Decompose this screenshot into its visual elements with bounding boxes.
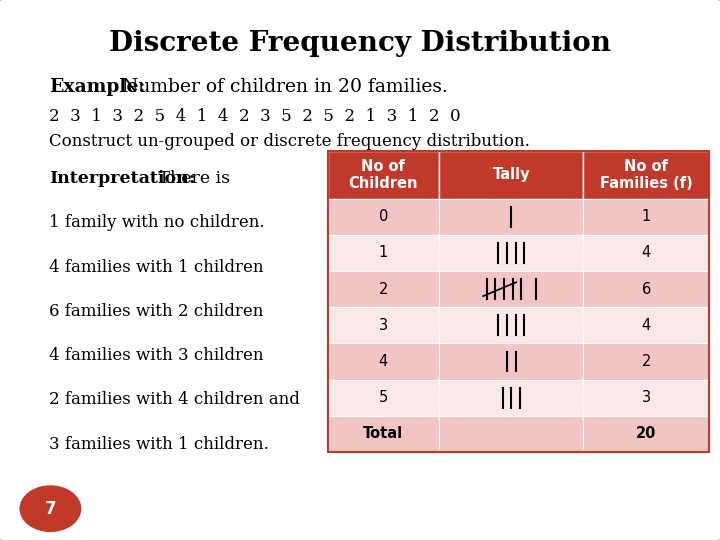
Bar xyxy=(439,271,583,307)
Text: No of
Children: No of Children xyxy=(348,159,418,191)
Text: Discrete Frequency Distribution: Discrete Frequency Distribution xyxy=(109,30,611,57)
Bar xyxy=(439,151,583,199)
Bar xyxy=(328,199,439,235)
Text: 4: 4 xyxy=(642,246,651,260)
Bar xyxy=(328,151,439,199)
Text: Tally: Tally xyxy=(492,167,530,183)
Bar xyxy=(328,416,439,452)
Text: 2: 2 xyxy=(379,282,388,296)
Bar xyxy=(583,151,709,199)
Bar xyxy=(583,343,709,380)
Text: 4 families with 3 children: 4 families with 3 children xyxy=(49,347,264,364)
Bar xyxy=(439,235,583,271)
Text: 4: 4 xyxy=(379,354,388,369)
Bar xyxy=(439,416,583,452)
Bar xyxy=(328,235,439,271)
Text: 4: 4 xyxy=(642,318,651,333)
Text: 6: 6 xyxy=(642,282,651,296)
Text: No of
Families (f): No of Families (f) xyxy=(600,159,693,191)
Bar xyxy=(583,235,709,271)
Text: 2  3  1  3  2  5  4  1  4  2  3  5  2  5  2  1  3  1  2  0: 2 3 1 3 2 5 4 1 4 2 3 5 2 5 2 1 3 1 2 0 xyxy=(49,108,461,125)
Text: 20: 20 xyxy=(636,427,657,441)
Bar xyxy=(439,199,583,235)
Bar xyxy=(583,307,709,343)
Bar xyxy=(328,307,439,343)
Bar xyxy=(583,271,709,307)
Bar xyxy=(439,380,583,416)
Text: 5: 5 xyxy=(379,390,388,405)
Bar xyxy=(439,307,583,343)
Text: 3: 3 xyxy=(642,390,651,405)
Text: 1 family with no children.: 1 family with no children. xyxy=(49,214,264,231)
Text: 1: 1 xyxy=(379,246,388,260)
Text: Total: Total xyxy=(364,427,403,441)
Circle shape xyxy=(20,486,81,531)
Bar xyxy=(439,343,583,380)
Text: 1: 1 xyxy=(642,210,651,224)
Text: 4 families with 1 children: 4 families with 1 children xyxy=(49,259,264,275)
Text: 3 families with 1 children.: 3 families with 1 children. xyxy=(49,436,269,453)
Text: Construct un-grouped or discrete frequency distribution.: Construct un-grouped or discrete frequen… xyxy=(49,133,530,150)
Text: Interpretation:: Interpretation: xyxy=(49,170,195,187)
Text: 2 families with 4 children and: 2 families with 4 children and xyxy=(49,392,300,408)
Text: There is: There is xyxy=(153,170,230,187)
Text: 2: 2 xyxy=(642,354,651,369)
Bar xyxy=(583,199,709,235)
Text: Number of children in 20 families.: Number of children in 20 families. xyxy=(116,78,448,96)
Bar xyxy=(583,416,709,452)
Text: 3: 3 xyxy=(379,318,388,333)
Text: 6 families with 2 children: 6 families with 2 children xyxy=(49,303,264,320)
Bar xyxy=(583,380,709,416)
Text: Example:: Example: xyxy=(49,78,145,96)
Bar xyxy=(328,380,439,416)
Bar xyxy=(328,343,439,380)
Text: 0: 0 xyxy=(379,210,388,224)
Text: 7: 7 xyxy=(45,500,56,518)
Bar xyxy=(328,271,439,307)
